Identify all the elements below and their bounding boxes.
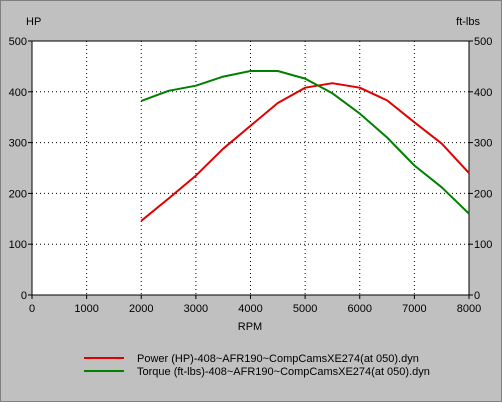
legend-label-power: Power (HP)-408~AFR190~CompCamsXE274(at 0… (137, 353, 419, 365)
y-tick-label-right-400: 400 (474, 87, 492, 99)
y-tick-label-left-500: 500 (9, 36, 27, 48)
x-tick-label-8000: 8000 (457, 303, 481, 315)
x-tick-label-4000: 4000 (238, 303, 262, 315)
y-tick-label-left-0: 0 (21, 290, 27, 302)
y-tick-label-right-200: 200 (474, 188, 492, 200)
x-tick-label-0: 0 (29, 303, 35, 315)
x-tick-label-2000: 2000 (129, 303, 153, 315)
y-tick-label-right-500: 500 (474, 36, 492, 48)
plot-area (31, 40, 470, 296)
y-tick-label-left-400: 400 (9, 87, 27, 99)
right-axis-unit: ft-lbs (456, 16, 480, 28)
power-series-line (140, 82, 470, 222)
grid (32, 41, 469, 295)
y-tick-label-right-300: 300 (474, 138, 492, 150)
torque-series-line (140, 70, 470, 215)
x-tick-label-6000: 6000 (348, 303, 372, 315)
y-tick-label-right-0: 0 (474, 290, 480, 302)
x-tick-label-1000: 1000 (74, 303, 98, 315)
x-tick-label-7000: 7000 (402, 303, 426, 315)
legend: Power (HP)-408~AFR190~CompCamsXE274(at 0… (84, 353, 430, 378)
y-tick-label-right-100: 100 (474, 239, 492, 251)
series-lines (140, 70, 470, 222)
y-tick-label-left-100: 100 (9, 239, 27, 251)
y-tick-label-left-200: 200 (9, 188, 27, 200)
x-tick-label-5000: 5000 (293, 303, 317, 315)
y-tick-label-left-300: 300 (9, 138, 27, 150)
left-axis-unit: HP (26, 16, 41, 28)
x-tick-label-3000: 3000 (184, 303, 208, 315)
x-axis-title: RPM (238, 321, 262, 333)
legend-label-torque: Torque (ft-lbs)-408~AFR190~CompCamsXE274… (137, 366, 430, 378)
